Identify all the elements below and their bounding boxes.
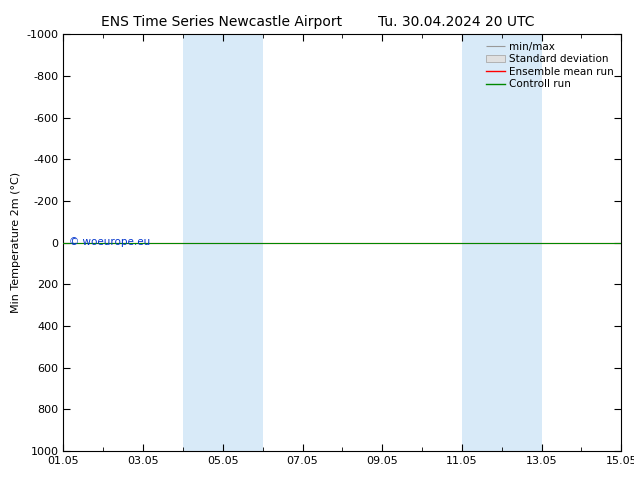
Text: © woeurope.eu: © woeurope.eu bbox=[69, 237, 150, 246]
Legend: min/max, Standard deviation, Ensemble mean run, Controll run: min/max, Standard deviation, Ensemble me… bbox=[484, 40, 616, 92]
Text: ENS Time Series Newcastle Airport: ENS Time Series Newcastle Airport bbox=[101, 15, 342, 29]
Bar bbox=[183, 34, 262, 451]
Y-axis label: Min Temperature 2m (°C): Min Temperature 2m (°C) bbox=[11, 172, 21, 313]
Text: Tu. 30.04.2024 20 UTC: Tu. 30.04.2024 20 UTC bbox=[378, 15, 534, 29]
Bar bbox=[462, 34, 541, 451]
